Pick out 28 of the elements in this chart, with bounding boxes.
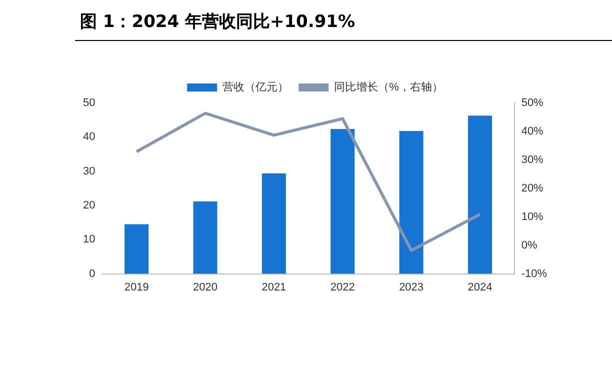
- x-tick-label: 2021: [262, 281, 286, 294]
- y2-tick-label: 30%: [521, 154, 544, 166]
- y-tick-label: 10: [82, 234, 96, 246]
- legend-label: 同比增长（%，右轴）: [334, 80, 443, 94]
- y-tick-label: 30: [82, 165, 96, 178]
- y2-tick-label: 40%: [521, 126, 544, 138]
- y2-tick-label: 50%: [521, 97, 544, 110]
- bar: [399, 131, 424, 274]
- y-tick-label: 50: [82, 97, 96, 110]
- y-tick-label: 0: [89, 268, 96, 280]
- bar: [262, 173, 286, 274]
- x-tick-label: 2022: [330, 281, 355, 294]
- y-tick-label: 40: [82, 131, 96, 144]
- x-tick-label: 2020: [193, 281, 218, 294]
- x-tick-label: 2023: [399, 281, 424, 294]
- y2-tick-label: -10%: [521, 268, 548, 280]
- y2-tick-label: 10%: [521, 210, 544, 223]
- chart-title: 图 1：2024 年营收同比+10.91%: [80, 11, 356, 33]
- bar: [193, 201, 218, 274]
- bar: [330, 128, 355, 274]
- y2-tick-label: 20%: [521, 182, 544, 194]
- legend-label: 营收（亿元）: [222, 80, 289, 94]
- x-tick-label: 2019: [124, 281, 149, 294]
- bar: [124, 224, 149, 274]
- bar: [468, 116, 492, 274]
- y-tick-label: 20: [82, 200, 96, 212]
- x-tick-label: 2024: [468, 281, 492, 294]
- y2-tick-label: 0%: [521, 239, 538, 252]
